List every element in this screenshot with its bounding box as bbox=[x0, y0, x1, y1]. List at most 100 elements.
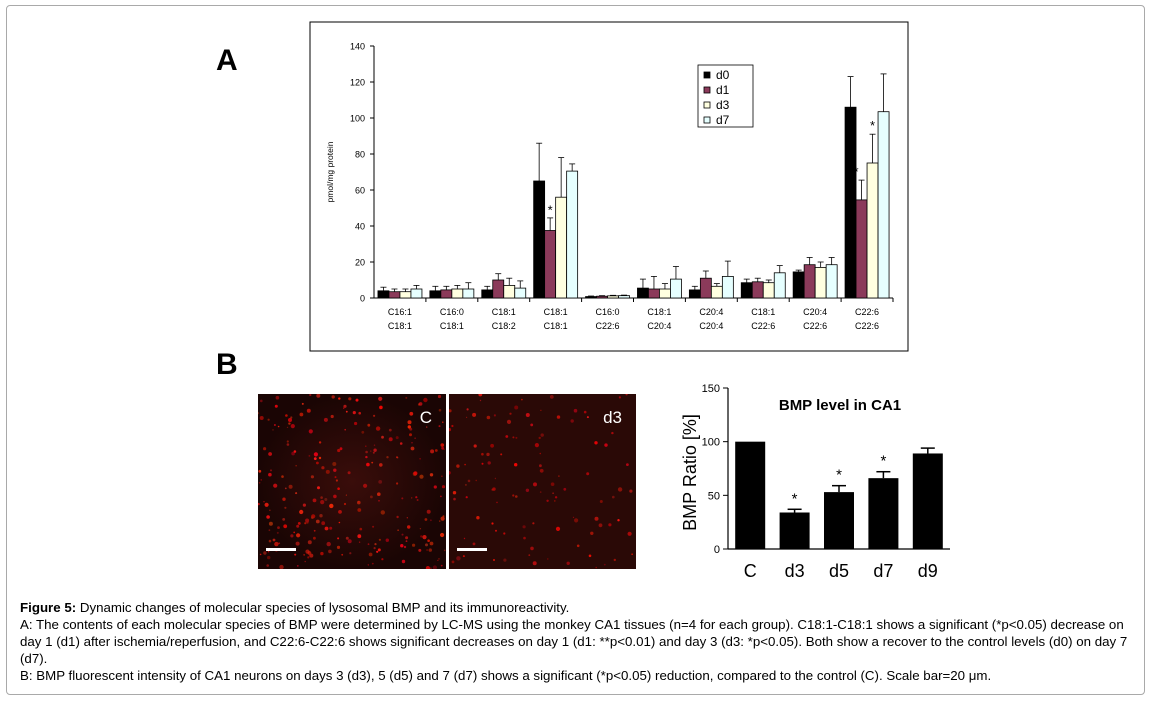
fluorescent-puncta bbox=[456, 464, 460, 468]
fluorescent-puncta bbox=[313, 457, 317, 460]
fluorescent-puncta bbox=[294, 553, 297, 556]
fluorescent-puncta bbox=[429, 567, 432, 569]
x-tick-label: C22:6 bbox=[803, 321, 827, 331]
fluorescent-puncta bbox=[345, 536, 349, 540]
fluorescent-puncta bbox=[338, 521, 341, 524]
bar-d3 bbox=[451, 288, 464, 299]
fluorescent-puncta bbox=[284, 506, 287, 509]
fluorescent-puncta bbox=[304, 522, 307, 525]
fluorescent-puncta bbox=[310, 475, 314, 479]
fluorescent-puncta bbox=[407, 420, 412, 425]
fluorescent-puncta bbox=[357, 500, 361, 505]
fluorescent-puncta bbox=[380, 510, 385, 515]
fluorescent-puncta bbox=[554, 496, 558, 499]
fluorescent-puncta bbox=[293, 450, 297, 453]
fluorescent-puncta bbox=[373, 448, 377, 452]
fluorescent-puncta bbox=[333, 494, 337, 499]
bar-d7 bbox=[773, 272, 786, 299]
fluorescent-puncta bbox=[534, 443, 539, 448]
fluorescent-puncta bbox=[486, 452, 490, 457]
bar-d3 bbox=[762, 282, 775, 299]
bar-d7 bbox=[825, 264, 838, 299]
fluorescent-puncta bbox=[512, 436, 515, 439]
fluorescent-puncta bbox=[512, 494, 515, 497]
fluorescent-puncta bbox=[412, 543, 416, 547]
fluorescent-puncta bbox=[472, 412, 477, 417]
fluorescent-puncta bbox=[290, 534, 294, 538]
fluorescent-puncta bbox=[260, 479, 262, 481]
fluorescent-puncta bbox=[532, 561, 537, 566]
fluorescent-puncta bbox=[268, 529, 271, 532]
fluorescent-puncta bbox=[573, 408, 578, 413]
fluorescent-puncta bbox=[305, 549, 310, 554]
fluorescent-puncta bbox=[451, 560, 455, 564]
fluorescent-puncta bbox=[368, 552, 373, 557]
y-axis-label: pmol/mg protein bbox=[325, 141, 335, 202]
bar-d0 bbox=[377, 290, 390, 299]
bar-d3 bbox=[659, 288, 671, 299]
figure-caption: Figure 5: Dynamic changes of molecular s… bbox=[20, 599, 1140, 684]
bar-d1 bbox=[803, 264, 816, 299]
fluorescent-puncta bbox=[399, 442, 403, 445]
fluorescent-puncta bbox=[358, 541, 361, 543]
panel-b-letter: B bbox=[216, 348, 238, 381]
fluorescent-puncta bbox=[440, 564, 443, 567]
fluorescent-puncta bbox=[336, 545, 341, 549]
fluorescent-puncta bbox=[430, 449, 435, 454]
fluorescent-puncta bbox=[290, 416, 293, 419]
fluorescent-puncta bbox=[464, 483, 467, 486]
fluorescent-puncta bbox=[493, 559, 495, 561]
fluorescent-puncta bbox=[433, 485, 437, 489]
fluorescent-puncta bbox=[539, 452, 542, 455]
fluorescent-puncta bbox=[337, 487, 340, 490]
bar-d0 bbox=[585, 296, 597, 299]
caption-title: Dynamic changes of molecular species of … bbox=[76, 600, 570, 615]
fluorescent-puncta bbox=[423, 397, 428, 403]
fluorescent-puncta bbox=[441, 446, 444, 450]
x-tick-label: C20:4 bbox=[647, 321, 671, 331]
fluorescent-puncta bbox=[277, 526, 280, 529]
fluorescent-puncta bbox=[269, 509, 271, 511]
fluorescent-puncta bbox=[427, 539, 430, 542]
bar-d1 bbox=[440, 289, 453, 299]
plot-frame bbox=[309, 21, 909, 352]
fluorescent-puncta bbox=[449, 428, 452, 432]
fluorescent-puncta bbox=[366, 462, 370, 467]
fluorescent-puncta bbox=[365, 445, 367, 447]
fluorescent-puncta bbox=[438, 558, 440, 560]
x-tick-label: d9 bbox=[918, 561, 938, 581]
fluorescent-puncta bbox=[413, 471, 418, 476]
fluorescent-puncta bbox=[359, 527, 363, 531]
fluorescent-puncta bbox=[494, 477, 497, 480]
fluorescent-puncta bbox=[365, 450, 368, 454]
fluorescent-puncta bbox=[440, 443, 445, 447]
fluorescent-puncta bbox=[282, 518, 286, 521]
fluorescent-puncta bbox=[515, 495, 518, 498]
fluorescent-puncta bbox=[286, 426, 289, 429]
fluorescent-puncta bbox=[337, 537, 340, 540]
fluorescent-puncta bbox=[405, 396, 408, 399]
fluorescent-puncta bbox=[466, 408, 469, 411]
fluorescent-puncta bbox=[344, 428, 346, 431]
fluorescent-puncta bbox=[514, 405, 519, 410]
fluorescent-puncta bbox=[381, 435, 384, 439]
bar-d0 bbox=[533, 180, 546, 299]
fluorescent-puncta bbox=[379, 405, 383, 410]
fluorescent-puncta bbox=[272, 429, 274, 431]
fluorescent-puncta bbox=[258, 469, 262, 473]
fluorescent-puncta bbox=[266, 564, 269, 567]
micrograph-d3-image bbox=[449, 394, 636, 569]
bar-d1 bbox=[492, 279, 505, 299]
fluorescent-puncta bbox=[334, 476, 337, 479]
fluorescent-puncta bbox=[509, 412, 512, 415]
fluorescent-puncta bbox=[263, 447, 267, 451]
fluorescent-puncta bbox=[303, 554, 305, 556]
fluorescent-puncta bbox=[456, 556, 461, 561]
fluorescent-puncta bbox=[357, 508, 362, 512]
fluorescent-puncta bbox=[378, 396, 383, 401]
fluorescent-puncta bbox=[463, 537, 466, 540]
fluorescent-puncta bbox=[453, 497, 456, 501]
fluorescent-puncta bbox=[295, 465, 297, 467]
fluorescent-puncta bbox=[425, 543, 428, 547]
fluorescent-puncta bbox=[465, 496, 468, 499]
